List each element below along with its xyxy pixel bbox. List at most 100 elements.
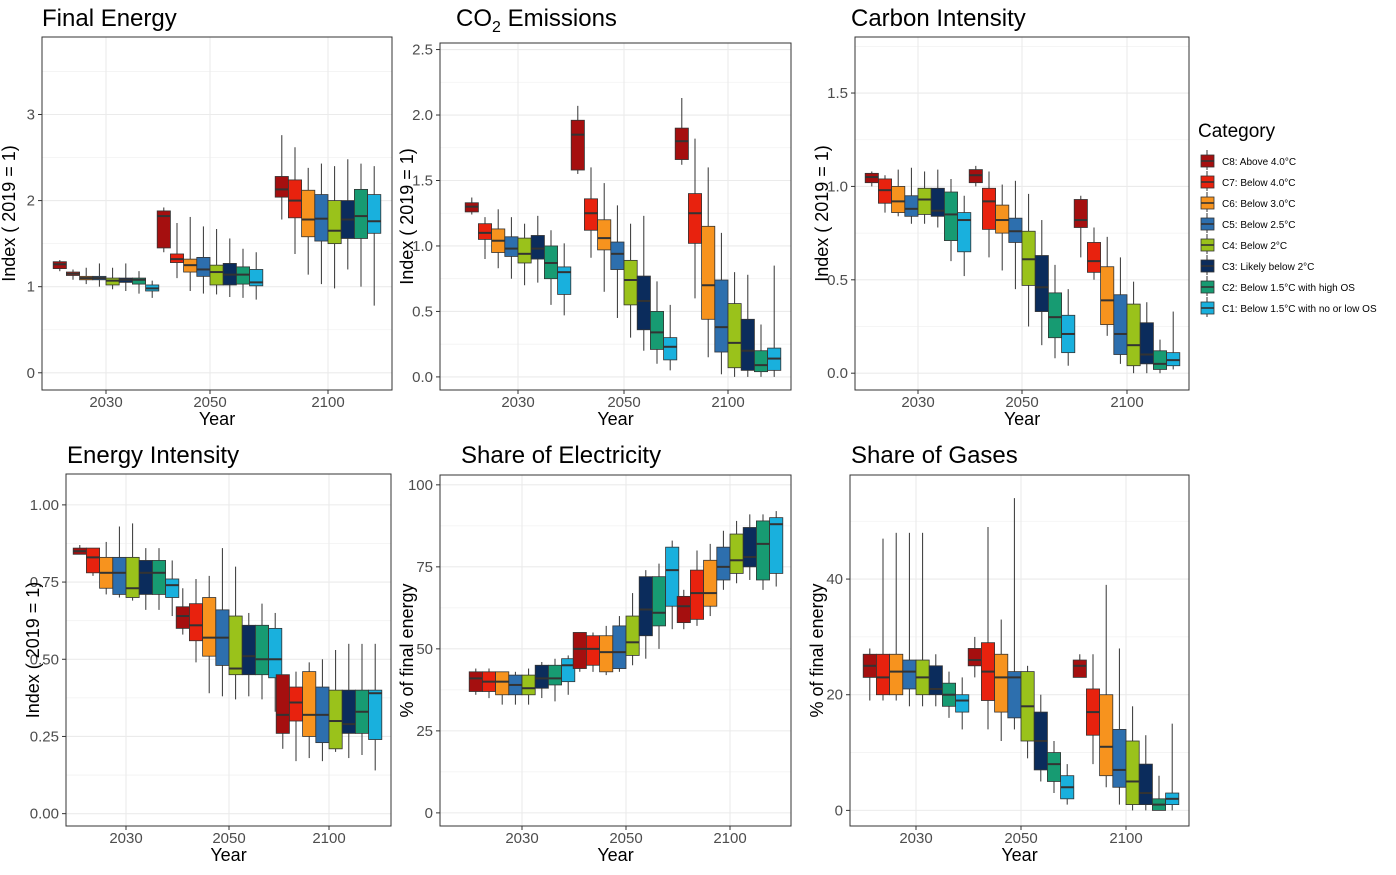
box-body [1125,740,1140,806]
box-body [957,212,972,253]
box-body [548,664,563,686]
box-body [1099,694,1114,777]
legend-item-C2: C2: Below 1.5°C with high OS [1200,276,1355,296]
box-2030-C2 [544,230,559,305]
panel-3: Energy Intensity 0.00 0.25 0.50 0.75 1.00 2030… [23,442,392,865]
box-body [1100,266,1115,326]
box-2050-C8 [156,207,171,253]
box-2050-C7 [584,167,599,258]
legend-item-C8: C8: Above 4.0°C [1200,150,1296,170]
panel-border [65,473,392,827]
box-2050-C6 [597,183,612,292]
box-2100-C7 [688,138,703,299]
box-2100-C3 [740,274,755,377]
box-2050-C5 [215,548,230,697]
box-2100-C3 [1138,735,1153,811]
y-tick-label: 0.75 [30,574,59,591]
box-body [156,210,171,249]
box-body [151,560,166,595]
box-2050-C8 [572,632,587,672]
y-tick-label: 0.0 [827,365,848,382]
box-2050-C7 [169,222,184,279]
box-body [729,533,744,574]
box-body [769,517,784,574]
legend-label: C4: Below 2°C [1222,241,1287,252]
box-body [1087,242,1102,273]
box-body [676,595,691,624]
y-tick-label: 1.5 [827,85,848,102]
box-2030-C7 [66,269,81,280]
x-tick-label: 2100 [1109,830,1142,847]
box-body [902,659,917,690]
box-body [268,627,283,679]
box-2100-C3 [1139,302,1154,374]
box-body [1153,350,1168,370]
box-2050-C8 [968,165,983,187]
box-2100-C5 [314,163,329,285]
box-body [196,257,211,277]
x-axis-label: Year [1004,409,1040,429]
box-body [328,689,343,750]
y-tick-label: 100 [408,477,433,494]
box-body [504,236,519,257]
x-axis-label: Year [199,409,235,429]
box-body [690,569,705,620]
box-body [287,179,302,219]
box-body [175,606,190,629]
box-2100-C8 [1072,654,1087,678]
box-body [125,556,140,598]
box-2100-C6 [1100,236,1115,336]
box-2100-C6 [1099,584,1114,788]
box-body [740,318,755,371]
y-axis-label: Index ( 2019 = 1) [23,582,43,719]
box-2030-C3 [930,169,945,228]
legend-item-C3: C3: Likely below 2°C [1200,255,1314,275]
box-body [112,556,127,595]
y-tick-label: 0.50 [30,651,59,668]
legend-label: C2: Below 1.5°C with high OS [1222,283,1355,294]
legend-label: C5: Below 2.5°C [1222,220,1295,231]
box-2030-C2 [131,271,146,294]
box-2030-C8 [468,668,483,695]
y-tick-label: 2.5 [412,42,433,59]
box-body [928,665,943,696]
box-2050-C6 [202,575,217,694]
box-body [1072,659,1087,678]
y-tick-label: 0.00 [30,806,59,823]
box-2050-C3 [1034,220,1049,346]
box-2100-C1 [769,511,784,587]
box-2100-C7 [288,671,303,762]
box-body [468,671,483,692]
panel-title: Carbon Intensity [851,5,1026,32]
box-2050-C1 [665,540,680,630]
x-tick-label: 2050 [607,394,640,411]
box-body [131,277,146,285]
box-2100-C2 [353,163,368,287]
box-2100-C3 [341,643,356,759]
box-2100-C8 [676,589,691,630]
box-body [889,653,904,696]
x-tick-label: 2050 [1005,394,1038,411]
x-axis-label: Year [1001,845,1037,865]
box-2030-C3 [118,263,133,291]
panel-1: CO2 Emissions 0.0 0.5 1.0 1.5 2.0 2.5 2030 2050 2… [397,5,792,429]
panel-title: Final Energy [42,5,177,32]
x-tick-label: 2050 [609,830,642,847]
box-2050-C1 [1061,289,1076,366]
box-2030-C1 [165,560,180,617]
x-axis-label: Year [597,409,633,429]
box-body [367,194,382,234]
box-2100-C4 [727,272,742,377]
box-2100-C1 [1166,311,1181,370]
box-body [703,559,718,607]
box-2030-C8 [52,259,67,272]
y-tick-label: 0.5 [827,272,848,289]
y-tick-label: 1 [27,279,35,296]
box-2100-C5 [714,232,729,375]
x-tick-label: 2100 [713,830,746,847]
box-2050-C4 [209,228,224,295]
box-2030-C2 [944,178,959,262]
box-2100-C5 [1113,257,1128,364]
box-body [876,653,891,696]
legend-label: C8: Above 4.0°C [1222,157,1296,168]
